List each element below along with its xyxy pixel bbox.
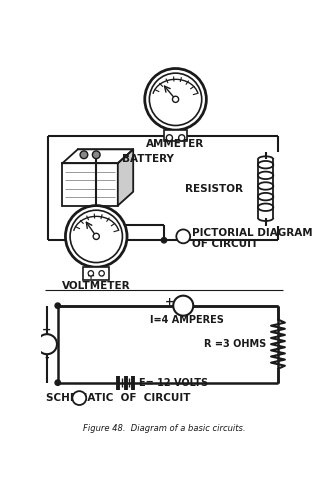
Circle shape [88,271,93,276]
Circle shape [72,391,86,405]
Circle shape [80,151,88,159]
Text: -: - [100,271,104,281]
Circle shape [37,334,57,354]
Text: E= 12 VOLTS: E= 12 VOLTS [140,378,209,388]
Circle shape [66,206,127,267]
Text: V: V [43,339,51,349]
Circle shape [93,233,99,240]
Text: Figure 48.  Diagram of a basic circuits.: Figure 48. Diagram of a basic circuits. [83,424,245,433]
Circle shape [99,271,104,276]
Text: +: + [87,271,95,281]
Circle shape [149,73,202,125]
Circle shape [161,238,167,243]
Circle shape [92,151,100,159]
Polygon shape [62,149,133,163]
Circle shape [172,96,179,102]
Text: 2: 2 [76,393,83,403]
Text: R =3 OHMS: R =3 OHMS [204,339,267,349]
Circle shape [145,69,206,130]
Circle shape [173,296,193,316]
Circle shape [166,135,172,141]
Text: I=4 AMPERES: I=4 AMPERES [150,315,224,325]
Bar [83,267,109,280]
Circle shape [70,210,123,262]
Text: VOLTMETER: VOLTMETER [62,281,131,290]
Text: PICTORIAL DIAGRAM: PICTORIAL DIAGRAM [193,228,313,238]
Text: RESISTOR: RESISTOR [185,184,243,194]
Circle shape [55,303,60,308]
Polygon shape [118,149,133,206]
Bar [164,130,187,141]
Text: AMMETER: AMMETER [147,139,205,149]
Circle shape [179,135,185,141]
Text: 1: 1 [180,231,187,242]
Text: A: A [179,301,188,311]
Text: SCHEMATIC  OF  CIRCUIT: SCHEMATIC OF CIRCUIT [45,393,190,403]
Circle shape [55,380,60,385]
Circle shape [176,229,190,244]
Text: BATTERY: BATTERY [122,155,173,165]
Text: +: + [165,297,174,307]
Bar [62,163,118,206]
Text: +: + [42,326,52,335]
Text: -: - [45,353,49,363]
Text: OF CIRCUIT: OF CIRCUIT [193,239,259,249]
